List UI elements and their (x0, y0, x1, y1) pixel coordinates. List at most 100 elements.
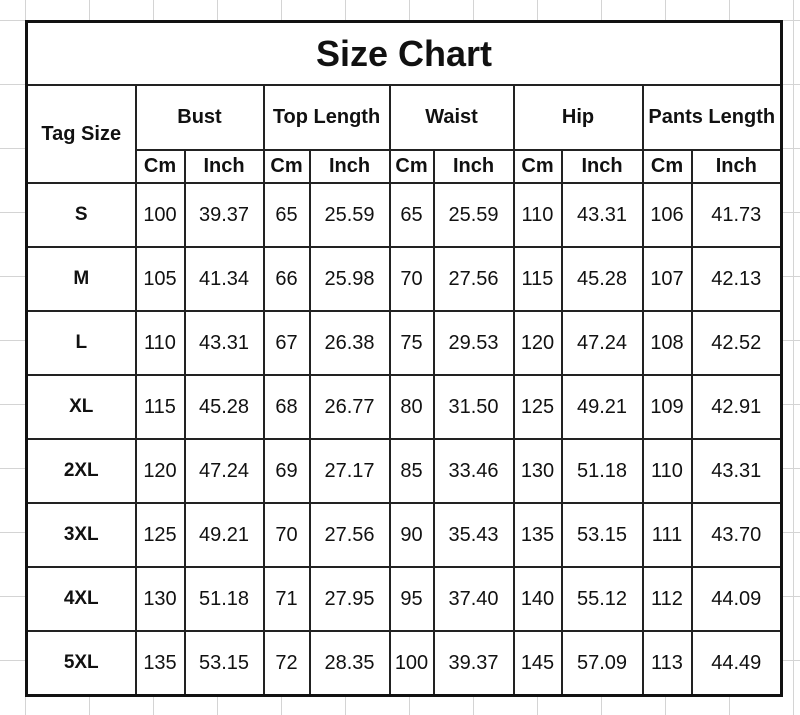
value-cell: 109 (641, 374, 693, 440)
value-cell: 27.95 (308, 566, 391, 632)
value-cell: 27.56 (432, 246, 515, 312)
header-group: Hip (512, 84, 644, 151)
value-cell: 85 (388, 438, 435, 504)
value-cell: 25.98 (308, 246, 391, 312)
value-cell: 110 (512, 182, 563, 248)
value-cell: 113 (641, 630, 693, 697)
value-cell: 115 (134, 374, 186, 440)
value-cell: 25.59 (432, 182, 515, 248)
value-cell: 120 (512, 310, 563, 376)
table-row: S 100 39.37 65 25.59 65 25.59 110 43.31 106 41.73 (25, 182, 783, 248)
tag-size-cell: S (25, 182, 137, 248)
value-cell: 57.09 (560, 630, 644, 697)
value-cell: 27.56 (308, 502, 391, 568)
value-cell: 42.13 (690, 246, 783, 312)
value-cell: 110 (641, 438, 693, 504)
table-row: 5XL 135 53.15 72 28.35 100 39.37 145 57.09 113 44.… (25, 630, 783, 697)
header-unit: Cm (641, 149, 693, 184)
value-cell: 67 (262, 310, 311, 376)
value-cell: 115 (512, 246, 563, 312)
value-cell: 69 (262, 438, 311, 504)
value-cell: 100 (134, 182, 186, 248)
value-cell: 140 (512, 566, 563, 632)
tag-size-cell: 4XL (25, 566, 137, 632)
header-tag-size: Tag Size (25, 84, 137, 184)
value-cell: 37.40 (432, 566, 515, 632)
tag-size-cell: 3XL (25, 502, 137, 568)
value-cell: 135 (134, 630, 186, 697)
value-cell: 105 (134, 246, 186, 312)
header-group: Pants Length (641, 84, 783, 151)
tag-size-cell: L (25, 310, 137, 376)
header-unit: Inch (690, 149, 783, 184)
value-cell: 43.31 (183, 310, 265, 376)
value-cell: 66 (262, 246, 311, 312)
tag-size-cell: 2XL (25, 438, 137, 504)
value-cell: 130 (134, 566, 186, 632)
header-group: Top Length (262, 84, 391, 151)
value-cell: 80 (388, 374, 435, 440)
header-unit: Cm (512, 149, 563, 184)
tag-size-cell: XL (25, 374, 137, 440)
value-cell: 145 (512, 630, 563, 697)
value-cell: 42.52 (690, 310, 783, 376)
value-cell: 29.53 (432, 310, 515, 376)
value-cell: 72 (262, 630, 311, 697)
value-cell: 39.37 (432, 630, 515, 697)
value-cell: 42.91 (690, 374, 783, 440)
value-cell: 43.31 (690, 438, 783, 504)
value-cell: 45.28 (560, 246, 644, 312)
value-cell: 71 (262, 566, 311, 632)
header-unit: Cm (388, 149, 435, 184)
value-cell: 35.43 (432, 502, 515, 568)
value-cell: 135 (512, 502, 563, 568)
value-cell: 55.12 (560, 566, 644, 632)
header-unit: Inch (183, 149, 265, 184)
value-cell: 125 (134, 502, 186, 568)
tag-size-cell: M (25, 246, 137, 312)
value-cell: 45.28 (183, 374, 265, 440)
value-cell: 95 (388, 566, 435, 632)
value-cell: 51.18 (183, 566, 265, 632)
value-cell: 44.49 (690, 630, 783, 697)
header-unit: Inch (560, 149, 644, 184)
value-cell: 120 (134, 438, 186, 504)
value-cell: 65 (262, 182, 311, 248)
value-cell: 110 (134, 310, 186, 376)
value-cell: 111 (641, 502, 693, 568)
value-cell: 65 (388, 182, 435, 248)
value-cell: 47.24 (560, 310, 644, 376)
table-row: M 105 41.34 66 25.98 70 27.56 115 45.28 107 42.13 (25, 246, 783, 312)
header-unit: Cm (134, 149, 186, 184)
value-cell: 75 (388, 310, 435, 376)
table-row: XL 115 45.28 68 26.77 80 31.50 125 49.21 109 42.91 (25, 374, 783, 440)
value-cell: 108 (641, 310, 693, 376)
table-row: 4XL 130 51.18 71 27.95 95 37.40 140 55.12 112 44.0… (25, 566, 783, 632)
chart-title: Size Chart (25, 20, 783, 86)
value-cell: 27.17 (308, 438, 391, 504)
value-cell: 51.18 (560, 438, 644, 504)
value-cell: 125 (512, 374, 563, 440)
value-cell: 26.38 (308, 310, 391, 376)
header-group: Waist (388, 84, 515, 151)
value-cell: 49.21 (183, 502, 265, 568)
value-cell: 112 (641, 566, 693, 632)
value-cell: 49.21 (560, 374, 644, 440)
value-cell: 107 (641, 246, 693, 312)
value-cell: 90 (388, 502, 435, 568)
value-cell: 43.31 (560, 182, 644, 248)
value-cell: 39.37 (183, 182, 265, 248)
value-cell: 31.50 (432, 374, 515, 440)
value-cell: 41.73 (690, 182, 783, 248)
value-cell: 68 (262, 374, 311, 440)
value-cell: 100 (388, 630, 435, 697)
header-group: Bust (134, 84, 265, 151)
value-cell: 53.15 (183, 630, 265, 697)
value-cell: 41.34 (183, 246, 265, 312)
table-row: 3XL 125 49.21 70 27.56 90 35.43 135 53.15 111 43.7… (25, 502, 783, 568)
value-cell: 28.35 (308, 630, 391, 697)
value-cell: 106 (641, 182, 693, 248)
header-unit: Inch (432, 149, 515, 184)
value-cell: 26.77 (308, 374, 391, 440)
header-unit: Cm (262, 149, 311, 184)
